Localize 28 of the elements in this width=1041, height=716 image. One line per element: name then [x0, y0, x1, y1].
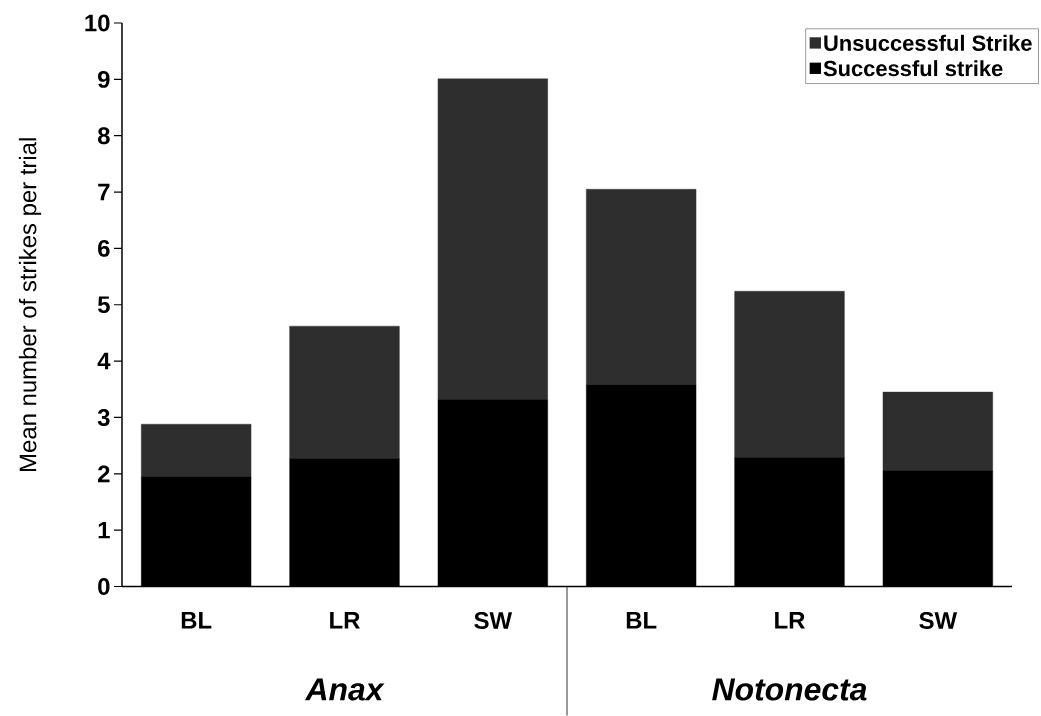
bar [882, 391, 993, 472]
bar [437, 78, 548, 401]
y-tick-label: 3 [97, 408, 110, 426]
bar [289, 325, 400, 459]
x-tick-label: SW [474, 612, 513, 629]
bar [141, 424, 252, 477]
bar [586, 189, 697, 385]
x-tick-label: BL [181, 612, 212, 629]
y-tick-label: 4 [97, 352, 111, 370]
y-tick-label: 10 [85, 14, 110, 32]
legend-label: Unsuccessful Strike [824, 34, 1032, 51]
text: Notonecta [712, 678, 867, 701]
y-tick-label: 1 [98, 521, 110, 539]
text: Anax [304, 678, 385, 701]
y-axis-title: Mean number of strikes per trial [18, 138, 42, 471]
bar [734, 291, 845, 458]
y-tick-label: 6 [98, 239, 110, 257]
x-tick-label: BL [626, 612, 657, 629]
y-tick-label: 0 [98, 578, 110, 595]
legend-label: Successful strike [823, 60, 1003, 77]
x-tick-label: SW [919, 612, 958, 629]
y-tick-label: 9 [98, 70, 110, 88]
x-tick-label: LR [330, 612, 360, 629]
x-tick-label: LR [775, 612, 805, 629]
y-tick-label: 8 [97, 127, 110, 145]
y-tick-label: 2 [98, 465, 110, 483]
y-tick-label: 5 [97, 296, 110, 314]
y-tick-label: 7 [98, 183, 110, 201]
